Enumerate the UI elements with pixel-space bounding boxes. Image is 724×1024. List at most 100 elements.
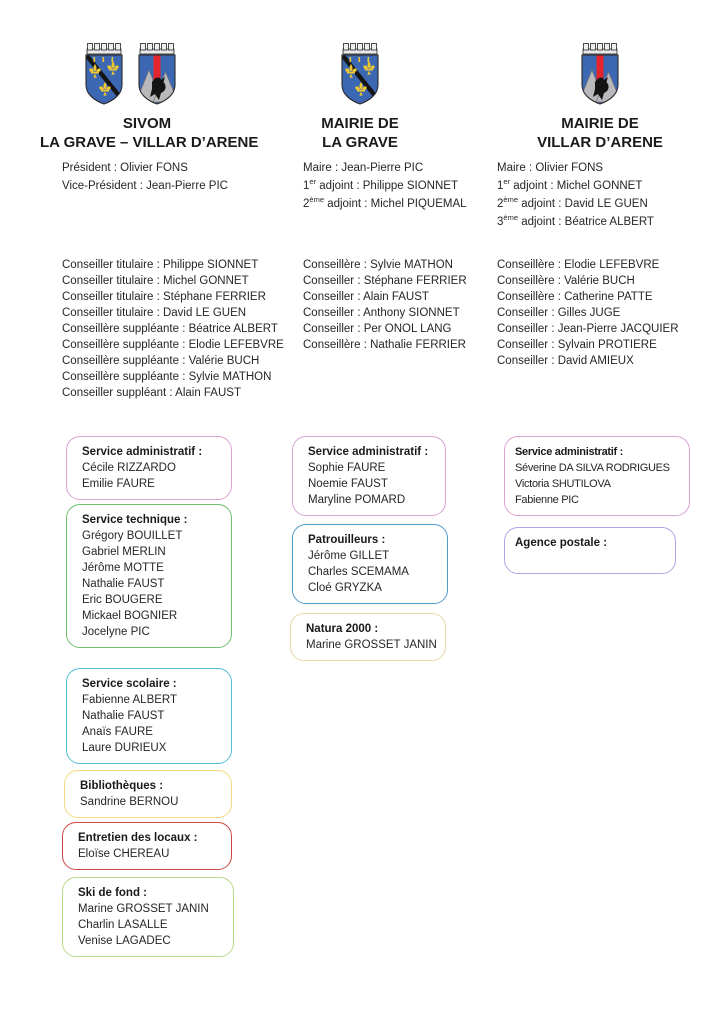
councillor-line: Conseiller titulaire : Michel GONNET — [62, 275, 249, 287]
staff-name: Charlin LASALLE — [78, 919, 168, 931]
councillor-line: Conseiller : Sylvain PROTIERE — [497, 339, 657, 351]
box-patrouilleurs: Patrouilleurs : Jérôme GILLET Charles SCE… — [292, 524, 448, 604]
officers-villar-arene: Maire : Olivier FONS 1er adjoint : Miche… — [497, 159, 654, 231]
staff-list: Fabienne ALBERT Nathalie FAUST Anaïs FAURE… — [82, 692, 223, 756]
staff-name: Grégory BOUILLET — [82, 530, 183, 542]
title-line: SIVOM — [122, 115, 172, 132]
councillor-line: Conseillère suppléante : Elodie LEFEBVRE — [62, 339, 284, 351]
staff-name: Jérôme GILLET — [308, 550, 390, 562]
officer-line: Maire : Jean-Pierre PIC — [303, 162, 424, 174]
column-sivom: SIVOM LA GRAVE – VILLAR D’ARENE — [40, 42, 259, 152]
box-agence-postale: Agence postale : — [504, 527, 676, 574]
staff-list: Séverine DA SILVA RODRIGUES Victoria SHUT… — [515, 460, 685, 508]
councillor-line: Conseiller : Per ONOL LANG — [303, 323, 452, 335]
box-service-administratif-la-grave: Service administratif : Sophie FAURE Noem… — [292, 436, 446, 516]
councillor-line: Conseiller : Anthony SIONNET — [303, 307, 460, 319]
councillor-line: Conseiller suppléant : Alain FAUST — [62, 387, 241, 399]
column-mairie-la-grave: MAIRIE DE LA GRAVE — [280, 42, 440, 152]
coat-of-arms-row — [40, 42, 220, 106]
staff-name: Fabienne ALBERT — [82, 694, 178, 706]
coat-of-arms-row — [490, 42, 710, 106]
officer-line: 2ème adjoint : Michel PIQUEMAL — [303, 195, 467, 210]
box-entretien-des-locaux: Entretien des locaux : Eloïse CHEREAU — [62, 822, 232, 870]
staff-list: Marine GROSSET JANIN — [306, 637, 437, 653]
box-title: Service scolaire : — [82, 678, 177, 690]
councillor-line: Conseillère : Catherine PATTE — [497, 291, 653, 303]
officer-line: Président : Olivier FONS — [62, 162, 188, 174]
villar-arene-coat-of-arms-icon — [576, 42, 624, 106]
box-natura-2000: Natura 2000 : Marine GROSSET JANIN — [290, 613, 446, 661]
staff-name: Noemie FAUST — [308, 478, 388, 490]
staff-name: Eric BOUGERE — [82, 594, 163, 606]
staff-name: Laure DURIEUX — [82, 742, 167, 754]
councillor-line: Conseiller : Stéphane FERRIER — [303, 275, 467, 287]
staff-list: Jérôme GILLET Charles SCEMAMA Cloé GRYZKA — [308, 548, 439, 596]
officer-line: Vice-Président : Jean-Pierre PIC — [62, 180, 228, 192]
staff-name: Gabriel MERLIN — [82, 546, 166, 558]
la-grave-coat-of-arms-icon — [336, 42, 384, 106]
staff-name: Nathalie FAUST — [82, 710, 165, 722]
staff-list: Sophie FAURE Noemie FAUST Maryline POMARD — [308, 460, 437, 508]
box-title: Service administratif : — [82, 446, 203, 458]
box-title: Service technique : — [82, 514, 188, 526]
column-title-la-grave: MAIRIE DE LA GRAVE — [280, 114, 440, 152]
title-line: LA GRAVE — [322, 134, 398, 151]
councillor-list-sivom: Conseiller titulaire : Philippe SIONNET C… — [62, 257, 284, 401]
councillor-line: Conseiller titulaire : Stéphane FERRIER — [62, 291, 266, 303]
staff-name: Cloé GRYZKA — [308, 582, 382, 594]
councillor-line: Conseillère : Nathalie FERRIER — [303, 339, 466, 351]
box-service-scolaire: Service scolaire : Fabienne ALBERT Nathal… — [66, 668, 232, 764]
staff-name: Sophie FAURE — [308, 462, 386, 474]
staff-name: Séverine DA SILVA RODRIGUES — [515, 462, 670, 474]
councillor-line: Conseillère : Sylvie MATHON — [303, 259, 453, 271]
staff-name: Marine GROSSET JANIN — [78, 903, 209, 915]
column-mairie-villar-arene: MAIRIE DE VILLAR D’ARENE — [490, 42, 710, 152]
councillor-line: Conseiller : Alain FAUST — [303, 291, 429, 303]
box-title: Ski de fond : — [78, 887, 147, 899]
coat-of-arms-row — [280, 42, 440, 106]
box-title: Patrouilleurs : — [308, 534, 386, 546]
staff-name: Mickael BOGNIER — [82, 610, 178, 622]
staff-list: Grégory BOUILLET Gabriel MERLIN Jérôme MOT… — [82, 528, 223, 640]
box-title: Agence postale : — [515, 537, 608, 549]
staff-name: Jocelyne PIC — [82, 626, 150, 638]
box-service-technique: Service technique : Grégory BOUILLET Gabr… — [66, 504, 232, 648]
box-title: Service administratif : — [308, 446, 429, 458]
staff-list: Sandrine BERNOU — [80, 794, 223, 810]
box-title: Natura 2000 : — [306, 623, 379, 635]
staff-name: Emilie FAURE — [82, 478, 155, 490]
staff-list: Marine GROSSET JANIN Charlin LASALLE Venis… — [78, 901, 225, 949]
title-line: LA GRAVE – VILLAR D’ARENE — [40, 134, 259, 151]
staff-name: Nathalie FAUST — [82, 578, 165, 590]
councillor-list-la-grave: Conseillère : Sylvie MATHON Conseiller : … — [303, 257, 467, 353]
title-line: MAIRIE DE — [561, 115, 639, 132]
councillor-line: Conseiller titulaire : David LE GUEN — [62, 307, 247, 319]
staff-list: Cécile RIZZARDO Emilie FAURE — [82, 460, 223, 492]
councillor-line: Conseillère suppléante : Béatrice ALBERT — [62, 323, 278, 335]
staff-name: Anaïs FAURE — [82, 726, 153, 738]
staff-name: Victoria SHUTILOVA — [515, 478, 611, 490]
staff-name: Charles SCEMAMA — [308, 566, 409, 578]
officer-line: 1er adjoint : Michel GONNET — [497, 177, 643, 192]
column-title-sivom: SIVOM LA GRAVE – VILLAR D’ARENE — [40, 114, 259, 152]
staff-name: Cécile RIZZARDO — [82, 462, 176, 474]
staff-name: Eloïse CHEREAU — [78, 848, 170, 860]
councillor-line: Conseillère suppléante : Valérie BUCH — [62, 355, 260, 367]
officers-la-grave: Maire : Jean-Pierre PIC 1er adjoint : Ph… — [303, 159, 467, 213]
councillor-line: Conseiller : Gilles JUGE — [497, 307, 621, 319]
officer-line: 1er adjoint : Philippe SIONNET — [303, 177, 458, 192]
officers-sivom: Président : Olivier FONS Vice-Président … — [62, 159, 228, 195]
councillor-line: Conseillère : Valérie BUCH — [497, 275, 635, 287]
officer-line: Maire : Olivier FONS — [497, 162, 604, 174]
officer-line: 3ème adjoint : Béatrice ALBERT — [497, 213, 654, 228]
box-title: Entretien des locaux : — [78, 832, 198, 844]
box-service-administratif-sivom: Service administratif : Cécile RIZZARDO E… — [66, 436, 232, 500]
la-grave-coat-of-arms-icon — [80, 42, 128, 106]
title-line: VILLAR D’ARENE — [537, 134, 663, 151]
title-line: MAIRIE DE — [321, 115, 399, 132]
councillor-line: Conseillère suppléante : Sylvie MATHON — [62, 371, 272, 383]
villar-arene-coat-of-arms-icon — [133, 42, 181, 106]
councillor-list-villar-arene: Conseillère : Elodie LEFEBVRE Conseillère… — [497, 257, 679, 369]
box-ski-de-fond: Ski de fond : Marine GROSSET JANIN Charli… — [62, 877, 234, 957]
